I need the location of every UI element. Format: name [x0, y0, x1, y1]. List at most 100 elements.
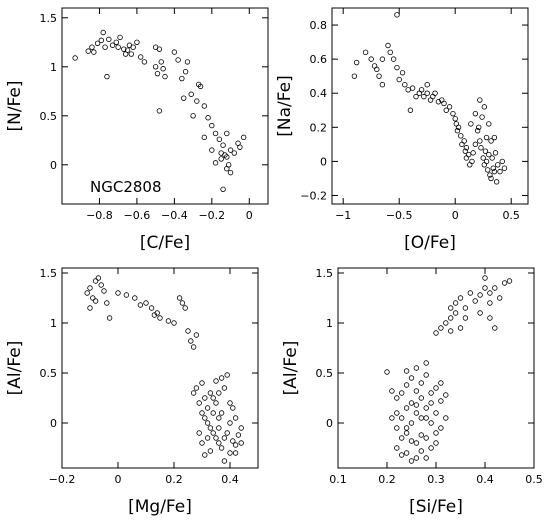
data-point: [162, 73, 168, 80]
data-point: [193, 332, 200, 338]
data-point: [399, 415, 405, 421]
y-tick-label: 0.5: [40, 367, 58, 380]
data-point: [394, 445, 400, 451]
data-point: [156, 46, 163, 52]
data-point: [196, 400, 202, 406]
data-point: [218, 156, 224, 162]
data-point: [218, 375, 225, 381]
data-point: [213, 378, 219, 384]
y-tick-label: 0.5: [40, 110, 58, 123]
data-point: [148, 305, 155, 311]
x-tick-label: −0.5: [386, 209, 413, 222]
data-point: [399, 435, 405, 441]
data-point: [472, 141, 479, 148]
x-tick-label: −0.4: [161, 209, 188, 222]
panel-n-vs-c: −0.8 −0.6 −0.4 −0.2 0 0 0.5 1 1.5 [C/Fe] [N/Fe] NGC…: [5, 7, 269, 253]
data-point: [413, 388, 420, 394]
data-point: [469, 158, 475, 165]
data-point: [194, 98, 200, 104]
data-point: [224, 372, 230, 378]
data-point: [482, 275, 488, 281]
data-point: [474, 128, 481, 134]
data-point: [465, 151, 472, 158]
data-point: [424, 81, 430, 88]
data-point: [448, 328, 454, 334]
data-point: [102, 44, 108, 50]
data-point: [408, 375, 415, 381]
x-tick-label: −1: [335, 209, 351, 222]
data-point: [477, 97, 483, 103]
data-point: [188, 91, 194, 97]
data-point: [157, 315, 163, 321]
x-axis-label: [C/Fe]: [140, 233, 190, 253]
data-point: [137, 302, 144, 308]
data-point: [423, 455, 429, 461]
data-point: [468, 121, 474, 127]
data-point: [484, 167, 491, 173]
data-point: [489, 155, 495, 161]
data-point: [87, 285, 93, 291]
data-point: [472, 298, 478, 304]
panel-na-vs-o: −1 −0.5 0 0.5 −0.2 0 0.2 0.4 0.6 0.8 [O/Fe] [Na/Fe]: [275, 7, 529, 253]
data-point: [379, 81, 386, 88]
data-point: [403, 382, 410, 388]
data-point: [418, 380, 424, 386]
y-tick-label: 1.5: [40, 267, 58, 280]
data-point: [448, 315, 454, 321]
data-point: [209, 147, 215, 153]
data-point: [457, 325, 464, 331]
data-point: [413, 410, 420, 416]
x-axis-label: [Si/Fe]: [409, 497, 463, 517]
data-point: [128, 51, 134, 57]
data-point: [227, 169, 234, 176]
data-point: [190, 113, 196, 119]
plot-frame: [337, 267, 535, 469]
x-tick-label: 0.5: [525, 473, 543, 486]
plot-frame: [61, 7, 269, 205]
data-point: [478, 145, 484, 151]
data-point: [479, 114, 485, 120]
data-point: [492, 285, 498, 291]
data-point: [486, 121, 492, 127]
data-point: [433, 410, 439, 416]
data-point: [171, 49, 178, 55]
data-point: [91, 49, 97, 55]
data-point: [396, 76, 402, 83]
data-point: [384, 369, 390, 375]
data-point: [115, 290, 121, 296]
y-tick-label: 1: [326, 317, 333, 330]
data-point: [457, 295, 464, 301]
data-point: [188, 338, 194, 344]
data-point: [433, 330, 439, 336]
data-point: [95, 275, 102, 281]
data-point: [413, 440, 420, 446]
data-point: [488, 138, 494, 144]
data-point: [490, 165, 496, 171]
data-point: [394, 395, 400, 401]
cluster-label: NGC2808: [90, 178, 162, 196]
data-point: [212, 130, 219, 137]
x-tick-label: 0.4: [221, 473, 239, 486]
data-point: [156, 108, 163, 114]
data-point: [221, 458, 228, 464]
y-tick-label: 0: [50, 159, 57, 172]
y-tick-label: −0.2: [300, 189, 327, 202]
data-point: [506, 278, 513, 284]
data-point: [207, 390, 214, 396]
data-point: [374, 66, 380, 73]
data-point: [443, 320, 449, 326]
x-tick-label: −0.2: [198, 209, 225, 222]
data-point: [202, 452, 208, 458]
data-point: [403, 450, 410, 456]
data-point: [376, 73, 382, 79]
y-tick-label: 0: [320, 155, 327, 168]
data-point: [403, 425, 410, 431]
data-point: [454, 128, 461, 134]
data-point: [493, 179, 500, 185]
data-point: [179, 75, 185, 82]
data-point: [232, 450, 239, 456]
data-point: [205, 115, 211, 121]
data-point: [413, 93, 419, 100]
data-point: [462, 305, 469, 311]
